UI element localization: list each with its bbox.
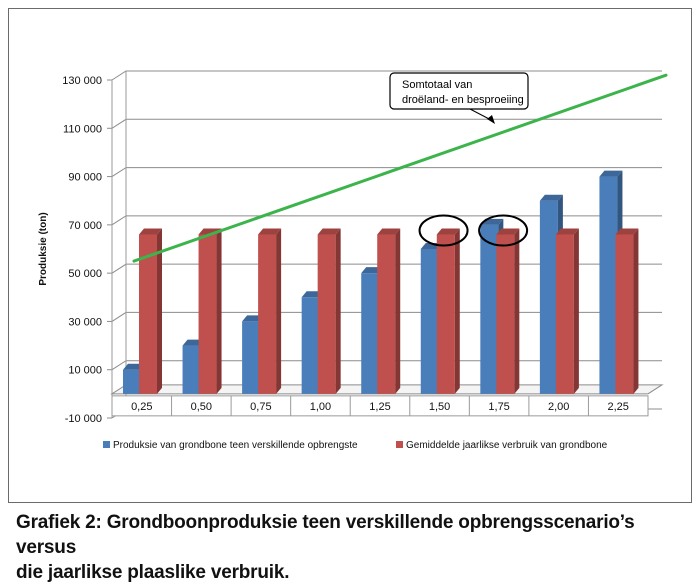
bar-front <box>123 369 141 394</box>
bar-front <box>258 234 277 394</box>
y-tick-label: 50 000 <box>68 268 102 280</box>
bar-front <box>301 297 320 394</box>
bar-top <box>258 228 282 235</box>
y-axis-title: Produksie (ton) <box>38 212 49 285</box>
annotation-line-1: Somtotaal van <box>402 79 472 91</box>
caption-line-1: Grafiek 2: Grondboonproduksie teen versk… <box>16 512 635 558</box>
grid-line <box>111 70 662 81</box>
bar-front <box>496 234 515 394</box>
figure-caption: Grafiek 2: Grondboonproduksie teen versk… <box>16 510 696 585</box>
y-tick-label: 110 000 <box>63 123 102 135</box>
bar-front <box>539 200 558 394</box>
bar-front <box>377 234 396 394</box>
bar-side <box>573 228 579 394</box>
bar-gemiddelde-1,25 <box>377 228 401 394</box>
y-tick-label: -10 000 <box>65 413 102 425</box>
bar-gemiddelde-0,75 <box>258 228 282 394</box>
x-tick-label: 0,50 <box>191 401 212 413</box>
total-line <box>132 73 668 263</box>
bar-front <box>599 176 618 394</box>
x-tick-label: 1,00 <box>310 401 331 413</box>
x-tick-label: 0,25 <box>131 401 152 413</box>
y-tick-label: 90 000 <box>68 172 102 184</box>
bar-front <box>480 224 499 394</box>
bar-front <box>420 249 439 394</box>
y-tick-label: 30 000 <box>68 316 102 328</box>
x-tick-label: 1,75 <box>488 401 509 413</box>
bar-top <box>377 228 401 235</box>
legend-swatch <box>103 441 110 448</box>
y-tick-label: 10 000 <box>68 365 102 377</box>
bar-front <box>242 321 261 394</box>
bar-front <box>555 234 574 394</box>
x-tick-label: 1,50 <box>429 401 450 413</box>
bar-top <box>436 228 460 235</box>
bar-front <box>317 234 336 394</box>
bar-front <box>139 234 157 394</box>
bar-side <box>633 228 639 394</box>
bar-front <box>182 345 201 394</box>
y-tick-label: 70 000 <box>68 220 102 232</box>
bar-side <box>514 228 520 394</box>
bar-side <box>276 228 282 394</box>
bar-top <box>615 228 639 235</box>
bar-top <box>317 228 341 235</box>
y-tick-label: 130 000 <box>62 75 102 87</box>
annotation-box <box>389 72 529 110</box>
bar-front <box>198 234 217 394</box>
bar-gemiddelde-2,25 <box>615 228 639 394</box>
bar-top <box>496 228 520 235</box>
bar-side <box>395 228 401 394</box>
bars <box>123 170 639 394</box>
bar-front <box>615 234 634 394</box>
legend-swatch <box>396 441 403 448</box>
bar-gemiddelde-1,75 <box>496 228 520 394</box>
grid-line <box>111 118 662 129</box>
bar-gemiddelde-1,50 <box>436 228 460 394</box>
total-line <box>132 73 668 263</box>
legend-label: Produksie van grondbone teen verskillend… <box>113 440 358 451</box>
x-tick-label: 1,25 <box>369 401 390 413</box>
bar-gemiddelde-1,00 <box>317 228 341 394</box>
x-tick-label: 0,75 <box>250 401 271 413</box>
bar-gemiddelde-0,50 <box>198 228 222 394</box>
annotation: Somtotaal van droëland- en besproeiing <box>389 72 529 247</box>
grid-line <box>111 215 662 226</box>
annotation-line-2: droëland- en besproeiing <box>402 94 524 106</box>
bar-side <box>335 228 341 394</box>
highlight-ellipse <box>478 214 529 247</box>
bar-top <box>555 228 579 235</box>
bar-front <box>436 234 455 394</box>
legend-label: Gemiddelde jaarlikse verbruik van grondb… <box>406 440 608 451</box>
highlight-ellipse <box>418 214 469 247</box>
bar-top <box>599 170 623 177</box>
x-tick-label: 2,00 <box>548 401 569 413</box>
bar-gemiddelde-2,00 <box>555 228 579 394</box>
bar-side <box>216 228 222 394</box>
bar-front <box>361 273 380 394</box>
bar-chart: -10 000 10 000 30 000 50 000 70 000 90 000 110… <box>38 70 668 451</box>
bar-top <box>539 194 563 201</box>
legend: Produksie van grondbone teen verskillend… <box>103 440 608 451</box>
bar-side <box>157 228 162 394</box>
x-tick-label: 2,25 <box>608 401 629 413</box>
bar-side <box>454 228 460 394</box>
category-axis-box <box>111 395 649 417</box>
bar-gemiddelde-0,25 <box>139 228 162 394</box>
annotation-arrowhead <box>487 115 495 124</box>
bar-top <box>139 228 162 235</box>
